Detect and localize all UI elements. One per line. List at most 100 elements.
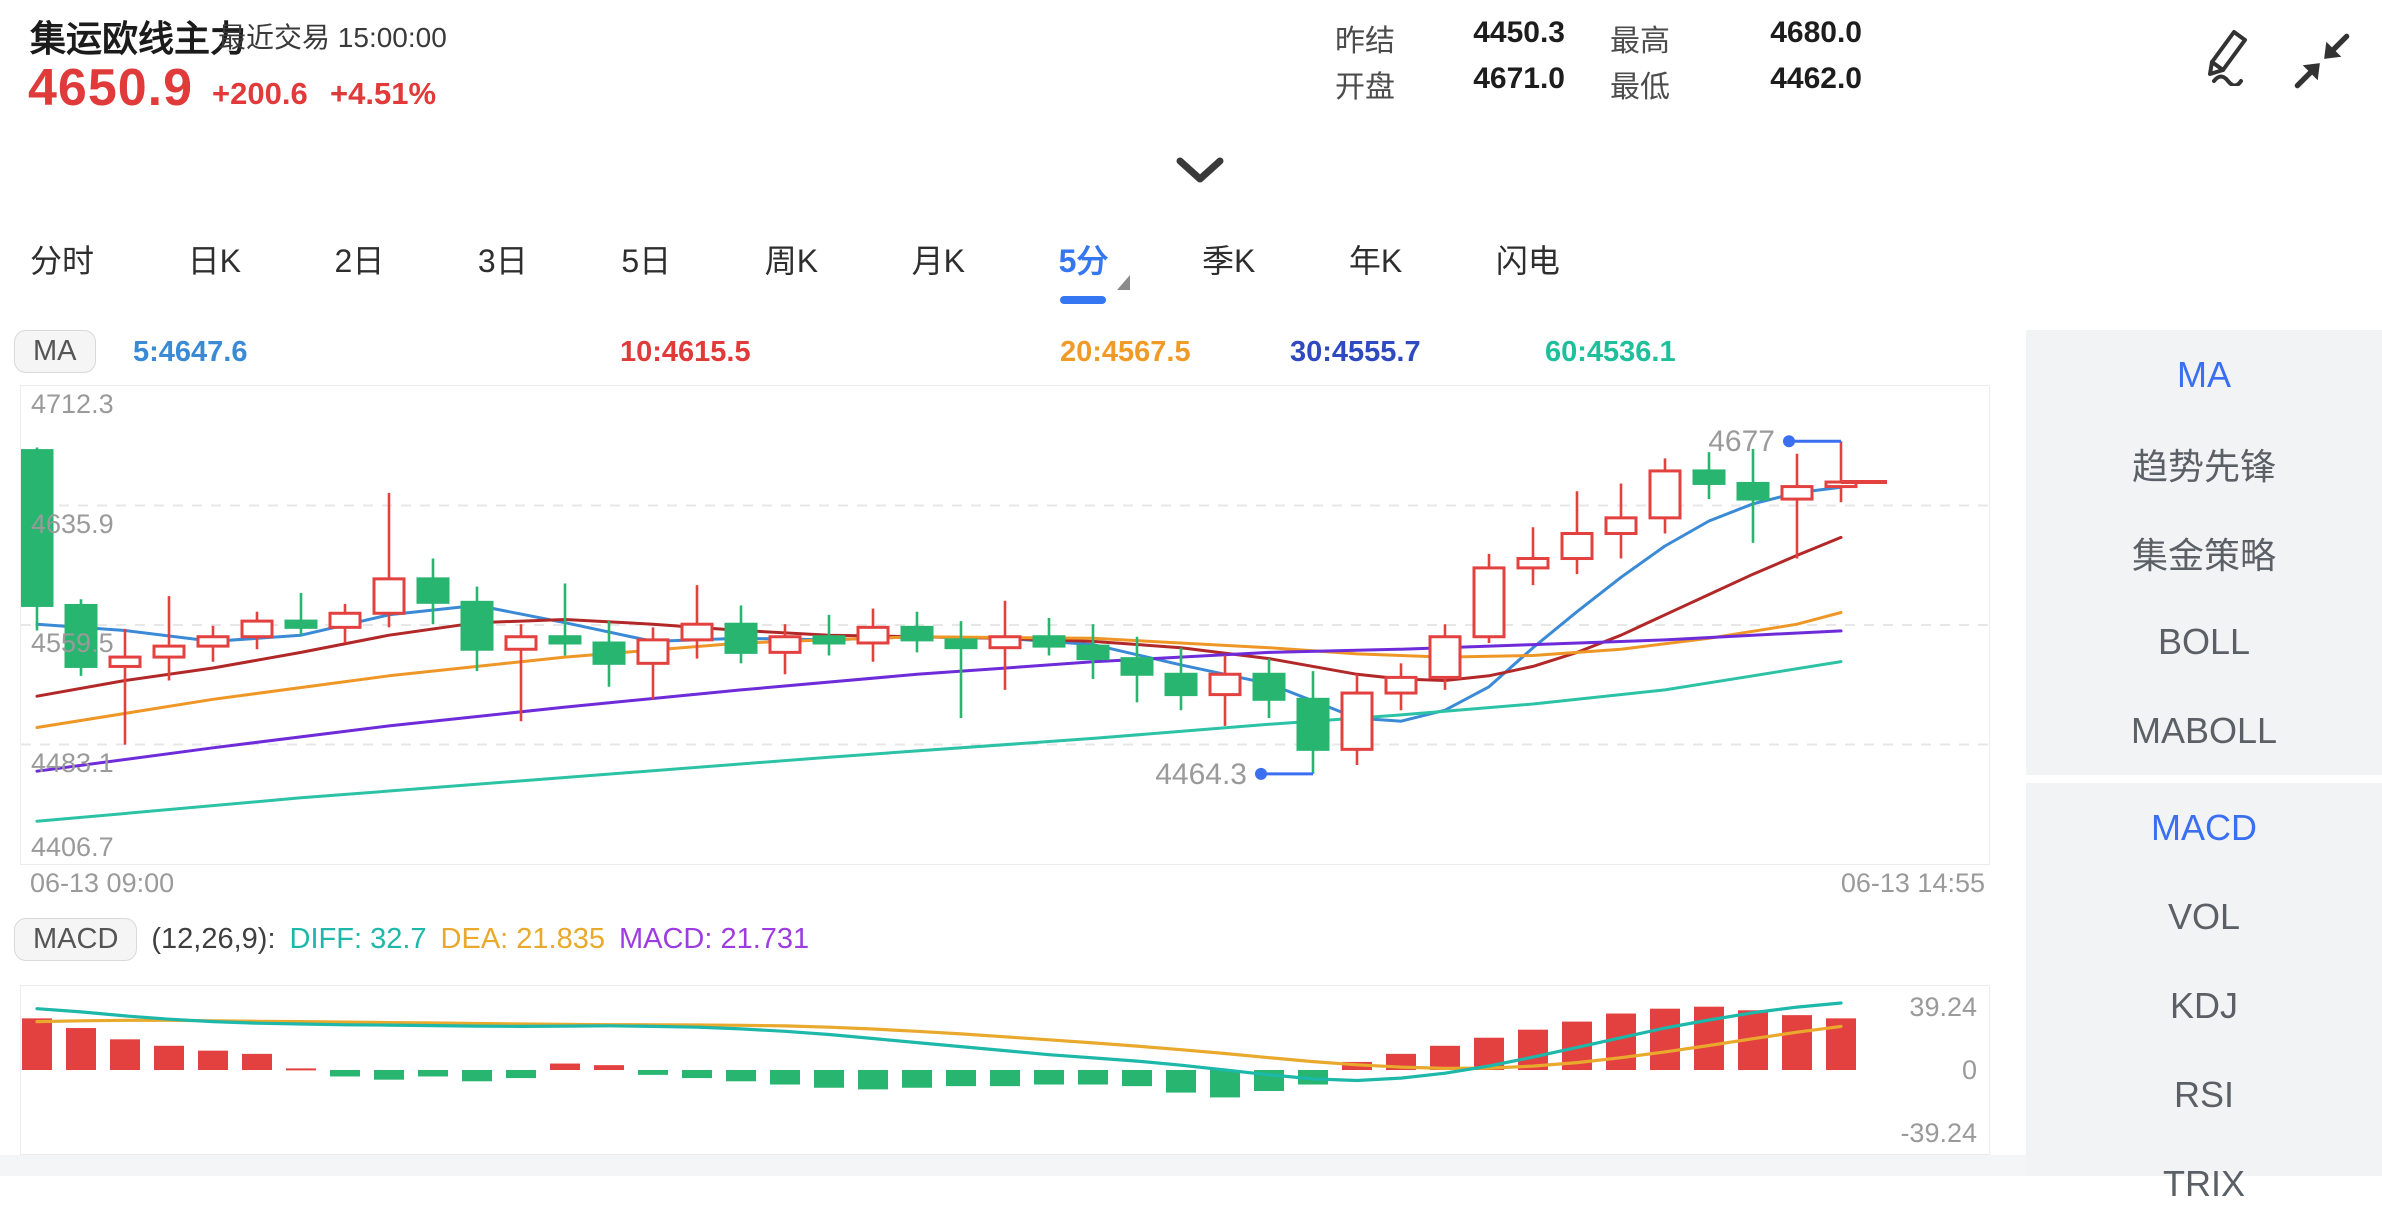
candle-up	[240, 619, 274, 639]
sidebar-item-MACD[interactable]: MACD	[2151, 806, 2257, 848]
last-trade-label: 最近交易	[218, 22, 331, 53]
macd-bar-negative	[374, 1070, 404, 1080]
tab-日K[interactable]: 日K	[187, 243, 241, 279]
candle-up	[768, 635, 802, 654]
instrument-title: 集运欧线主力	[30, 18, 247, 59]
macd-bar-positive	[1518, 1029, 1548, 1070]
ma-value-2: 10:4615.5	[620, 336, 751, 368]
sidebar-item-BOLL[interactable]: BOLL	[2157, 620, 2251, 662]
candle-up	[328, 611, 362, 629]
period-tabbar: 分时 日K 2日 3日 5日 周K 月K 5分 季K 年K 闪电	[24, 226, 1566, 304]
macd-bar-negative	[1034, 1070, 1064, 1085]
candle-up	[856, 625, 890, 645]
ma-line-MA60	[35, 660, 1843, 823]
candle-down	[64, 603, 98, 668]
candle-up	[636, 638, 670, 665]
ma-badge[interactable]: MA	[14, 330, 96, 373]
macd-chart-panel: 39.24 0 -39.24	[20, 985, 1990, 1155]
indicator-sidebar: MA 趋势先锋集金策略 BOLL MABOLL MACD VOL KDJ RSI TRIX	[2026, 330, 2382, 1204]
candle-down	[812, 635, 846, 645]
macd-params: (12,26,9):	[151, 923, 276, 955]
macd-bar-positive	[1650, 1008, 1680, 1070]
tab-分时[interactable]: 分时	[30, 243, 95, 279]
candle-up	[196, 635, 230, 648]
candle-up	[1648, 469, 1682, 520]
candle-up	[1780, 485, 1814, 501]
chevron-down-icon[interactable]	[1176, 156, 1224, 186]
candle-down	[284, 619, 318, 629]
stat-label: 开盘	[1335, 71, 1395, 104]
candle-down	[548, 635, 582, 645]
macd-bar-negative	[506, 1070, 536, 1079]
candle-down	[1736, 481, 1770, 501]
collapse-fullscreen-icon[interactable]	[2292, 30, 2352, 92]
macd-y-label: -39.24	[1900, 1118, 1977, 1149]
macd-y-label: 39.24	[1909, 991, 1977, 1022]
y-axis-label: 4406.7	[31, 832, 114, 862]
candle-down	[1252, 672, 1286, 701]
macd-bar-positive	[242, 1053, 272, 1070]
candle-up	[988, 635, 1022, 650]
macd-bar-positive	[22, 1018, 52, 1070]
dea-line	[35, 1018, 1843, 1071]
macd-bar-negative	[1122, 1070, 1152, 1087]
tab-3日[interactable]: 3日	[477, 243, 528, 279]
sidebar-item-TRIX[interactable]: TRIX	[2162, 1162, 2245, 1204]
sidebar-item-趋势先锋[interactable]: 趋势先锋	[2131, 445, 2276, 487]
macd-bar-positive	[66, 1028, 96, 1070]
macd-bar-positive	[550, 1063, 580, 1070]
y-axis-label: 4559.5	[31, 628, 114, 658]
candle-down	[900, 625, 934, 642]
tab-2日[interactable]: 2日	[334, 243, 385, 279]
candle-down	[1692, 469, 1726, 485]
candle-up	[152, 644, 186, 659]
sidebar-item-VOL[interactable]: VOL	[2167, 895, 2241, 937]
draw-annotate-icon[interactable]	[2196, 24, 2256, 86]
sidebar-divider	[2026, 775, 2382, 783]
candle-down	[460, 600, 494, 651]
macd-bar-negative	[990, 1070, 1020, 1087]
tab-闪电[interactable]: 闪电	[1495, 243, 1560, 279]
macd-bar-negative	[1078, 1070, 1108, 1085]
diff-line	[35, 1001, 1843, 1083]
y-axis-label: 4712.3	[31, 389, 114, 419]
candle-down	[724, 622, 758, 654]
tab-5日[interactable]: 5日	[621, 243, 672, 279]
last-trade-value: 15:00:00	[337, 22, 447, 53]
candle-up	[1516, 557, 1550, 570]
macd-bar-positive	[1430, 1045, 1460, 1070]
candle-down	[416, 577, 450, 604]
macd-bar-positive	[1694, 1006, 1724, 1070]
macd-bar-positive	[1782, 1015, 1812, 1070]
sidebar-item-KDJ[interactable]: KDJ	[2169, 984, 2238, 1026]
macd-diff-value: DIFF: 32.7	[289, 923, 427, 955]
macd-bar-negative	[814, 1070, 844, 1088]
bottom-strip	[0, 1155, 2382, 1176]
tab-年K[interactable]: 年K	[1348, 243, 1403, 279]
sidebar-item-MABOLL[interactable]: MABOLL	[2130, 709, 2278, 751]
candle-up	[1208, 672, 1242, 697]
candle-up	[504, 635, 538, 651]
candlestick-chart-canvas[interactable]: 4677 4464.3	[20, 386, 1989, 864]
candle-up	[108, 655, 142, 668]
ma-value-3: 20:4567.5	[1060, 336, 1191, 368]
tab-周K[interactable]: 周K	[764, 243, 819, 279]
candle-up	[680, 622, 714, 642]
active-tab-underline	[1060, 296, 1107, 304]
stat-value: 4462.0	[1770, 62, 1862, 95]
macd-bar-positive	[286, 1068, 316, 1071]
candle-up	[1340, 691, 1374, 751]
tab-5分[interactable]: 5分	[1053, 230, 1131, 304]
sidebar-item-MA[interactable]: MA	[2177, 353, 2231, 395]
tab-季K[interactable]: 季K	[1201, 243, 1256, 279]
stat-label: 最高	[1610, 25, 1670, 58]
ma-value-4: 30:4555.7	[1290, 336, 1421, 368]
macd-badge[interactable]: MACD	[14, 918, 138, 961]
macd-chart-canvas[interactable]	[21, 986, 1989, 1154]
macd-bar-negative	[726, 1070, 756, 1082]
sidebar-item-集金策略[interactable]: 集金策略	[2131, 534, 2276, 576]
macd-bar-positive	[198, 1050, 228, 1070]
sidebar-item-RSI[interactable]: RSI	[2173, 1073, 2234, 1115]
tab-月K[interactable]: 月K	[911, 243, 965, 279]
macd-readout-row: MACD (12,26,9): DIFF: 32.7 DEA: 21.835 M…	[14, 918, 809, 961]
